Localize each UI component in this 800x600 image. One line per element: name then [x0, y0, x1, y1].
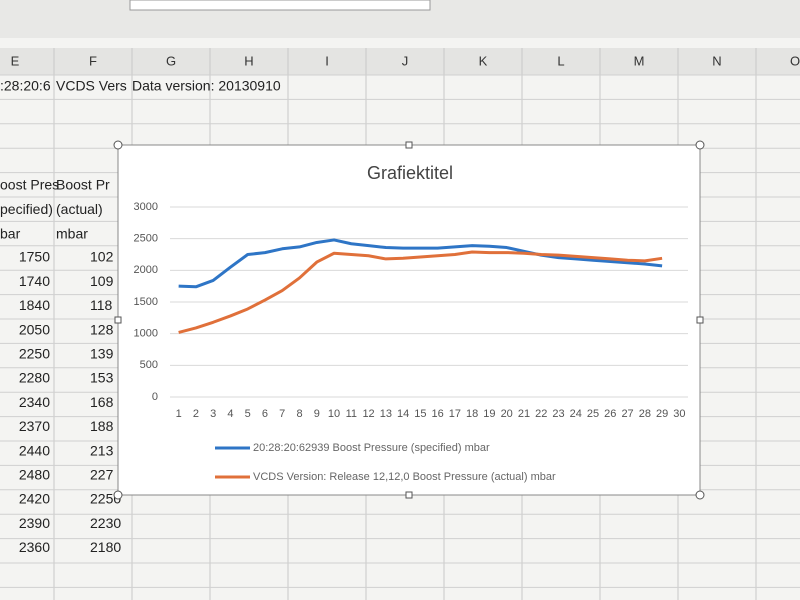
x-tick-label: 16 — [432, 408, 444, 420]
formula-bar — [129, 0, 431, 11]
cell: 2440 — [19, 442, 50, 458]
cell: 1840 — [19, 297, 50, 313]
cell: 2480 — [19, 467, 50, 483]
cell: 139 — [90, 346, 114, 362]
column-header[interactable]: E — [11, 53, 20, 68]
x-tick-label: 27 — [621, 408, 633, 420]
x-tick-label: 23 — [552, 408, 564, 420]
header-cell: pecified) — [0, 201, 53, 217]
cell: 188 — [90, 418, 114, 434]
cell: 2180 — [90, 539, 121, 555]
cell: 227 — [90, 467, 114, 483]
column-header[interactable]: I — [325, 53, 329, 68]
x-tick-label: 20 — [501, 408, 513, 420]
header-cell: (actual) — [56, 201, 103, 217]
x-tick-label: 11 — [346, 408, 357, 420]
x-tick-label: 14 — [397, 408, 409, 420]
resize-handle[interactable] — [113, 490, 123, 500]
cell: 2420 — [19, 491, 50, 507]
legend-label: VCDS Version: Release 12,12,0 Boost Pres… — [253, 471, 556, 483]
cell: 2360 — [19, 539, 50, 555]
resize-handle[interactable] — [695, 140, 705, 150]
y-tick-label: 0 — [152, 391, 158, 403]
column-header[interactable]: M — [634, 53, 645, 68]
x-tick-label: 9 — [314, 408, 320, 420]
resize-handle[interactable] — [405, 491, 413, 499]
cell: VCDS Vers — [56, 78, 127, 94]
cell: :28:20:6 — [0, 78, 51, 94]
y-tick-label: 2500 — [134, 233, 158, 245]
x-tick-label: 2 — [193, 408, 199, 420]
header-cell: oost Pres — [0, 177, 59, 193]
data-line — [178, 250, 663, 334]
cell: 168 — [90, 394, 114, 410]
cell: 213 — [90, 442, 114, 458]
x-tick-label: 7 — [279, 408, 285, 420]
column-header[interactable]: G — [166, 53, 176, 68]
cell: 2050 — [19, 321, 50, 337]
column-header[interactable]: K — [479, 53, 488, 68]
column-header[interactable]: F — [89, 53, 97, 68]
header-cell: Boost Pr — [56, 177, 110, 193]
resize-handle[interactable] — [114, 316, 122, 324]
x-tick-label: 21 — [518, 408, 530, 420]
x-tick-label: 30 — [673, 408, 685, 420]
header-cell: mbar — [56, 226, 88, 242]
x-tick-label: 18 — [466, 408, 478, 420]
cell: 2230 — [90, 515, 121, 531]
column-header[interactable]: O — [790, 53, 800, 68]
cell: 2280 — [19, 370, 50, 386]
cell: 109 — [90, 273, 114, 289]
cell: 2250 — [19, 346, 50, 362]
x-tick-label: 8 — [296, 408, 302, 420]
column-header[interactable]: H — [244, 53, 253, 68]
chart-title: Grafiektitel — [367, 163, 453, 183]
x-tick-label: 26 — [604, 408, 616, 420]
header-cell: bar — [0, 226, 21, 242]
x-tick-label: 12 — [362, 408, 374, 420]
cell: 153 — [90, 370, 114, 386]
resize-handle[interactable] — [405, 141, 413, 149]
x-tick-label: 19 — [483, 408, 495, 420]
x-tick-label: 1 — [176, 408, 182, 420]
column-header-bar — [0, 48, 800, 75]
cell: Data version: 20130910 — [132, 78, 281, 94]
cell: 2390 — [19, 515, 50, 531]
cell: 1750 — [19, 249, 50, 265]
x-tick-label: 13 — [380, 408, 392, 420]
cell: 128 — [90, 321, 114, 337]
cell: 2340 — [19, 394, 50, 410]
y-tick-label: 500 — [140, 359, 158, 371]
resize-handle[interactable] — [696, 316, 704, 324]
x-tick-label: 3 — [210, 408, 216, 420]
column-header[interactable]: J — [402, 53, 409, 68]
cell: 118 — [90, 297, 113, 313]
x-tick-label: 10 — [328, 408, 340, 420]
x-tick-label: 15 — [414, 408, 426, 420]
cell: 1740 — [19, 273, 50, 289]
y-tick-label: 1000 — [134, 328, 158, 340]
x-tick-label: 4 — [227, 408, 233, 420]
y-tick-label: 1500 — [134, 296, 158, 308]
column-header[interactable]: L — [557, 53, 564, 68]
x-tick-label: 5 — [245, 408, 251, 420]
y-tick-label: 3000 — [134, 201, 158, 213]
y-tick-label: 2000 — [134, 264, 158, 276]
legend-label: 20:28:20:62939 Boost Pressure (specified… — [253, 442, 490, 454]
x-tick-label: 29 — [656, 408, 668, 420]
x-tick-label: 28 — [639, 408, 651, 420]
x-tick-label: 22 — [535, 408, 547, 420]
x-tick-label: 17 — [449, 408, 461, 420]
resize-handle[interactable] — [113, 140, 123, 150]
column-header[interactable]: N — [712, 53, 721, 68]
data-line — [178, 238, 663, 289]
cell: 2370 — [19, 418, 50, 434]
x-tick-label: 24 — [570, 408, 582, 420]
x-tick-label: 25 — [587, 408, 599, 420]
cell: 102 — [90, 249, 114, 265]
resize-handle[interactable] — [695, 490, 705, 500]
x-tick-label: 6 — [262, 408, 268, 420]
